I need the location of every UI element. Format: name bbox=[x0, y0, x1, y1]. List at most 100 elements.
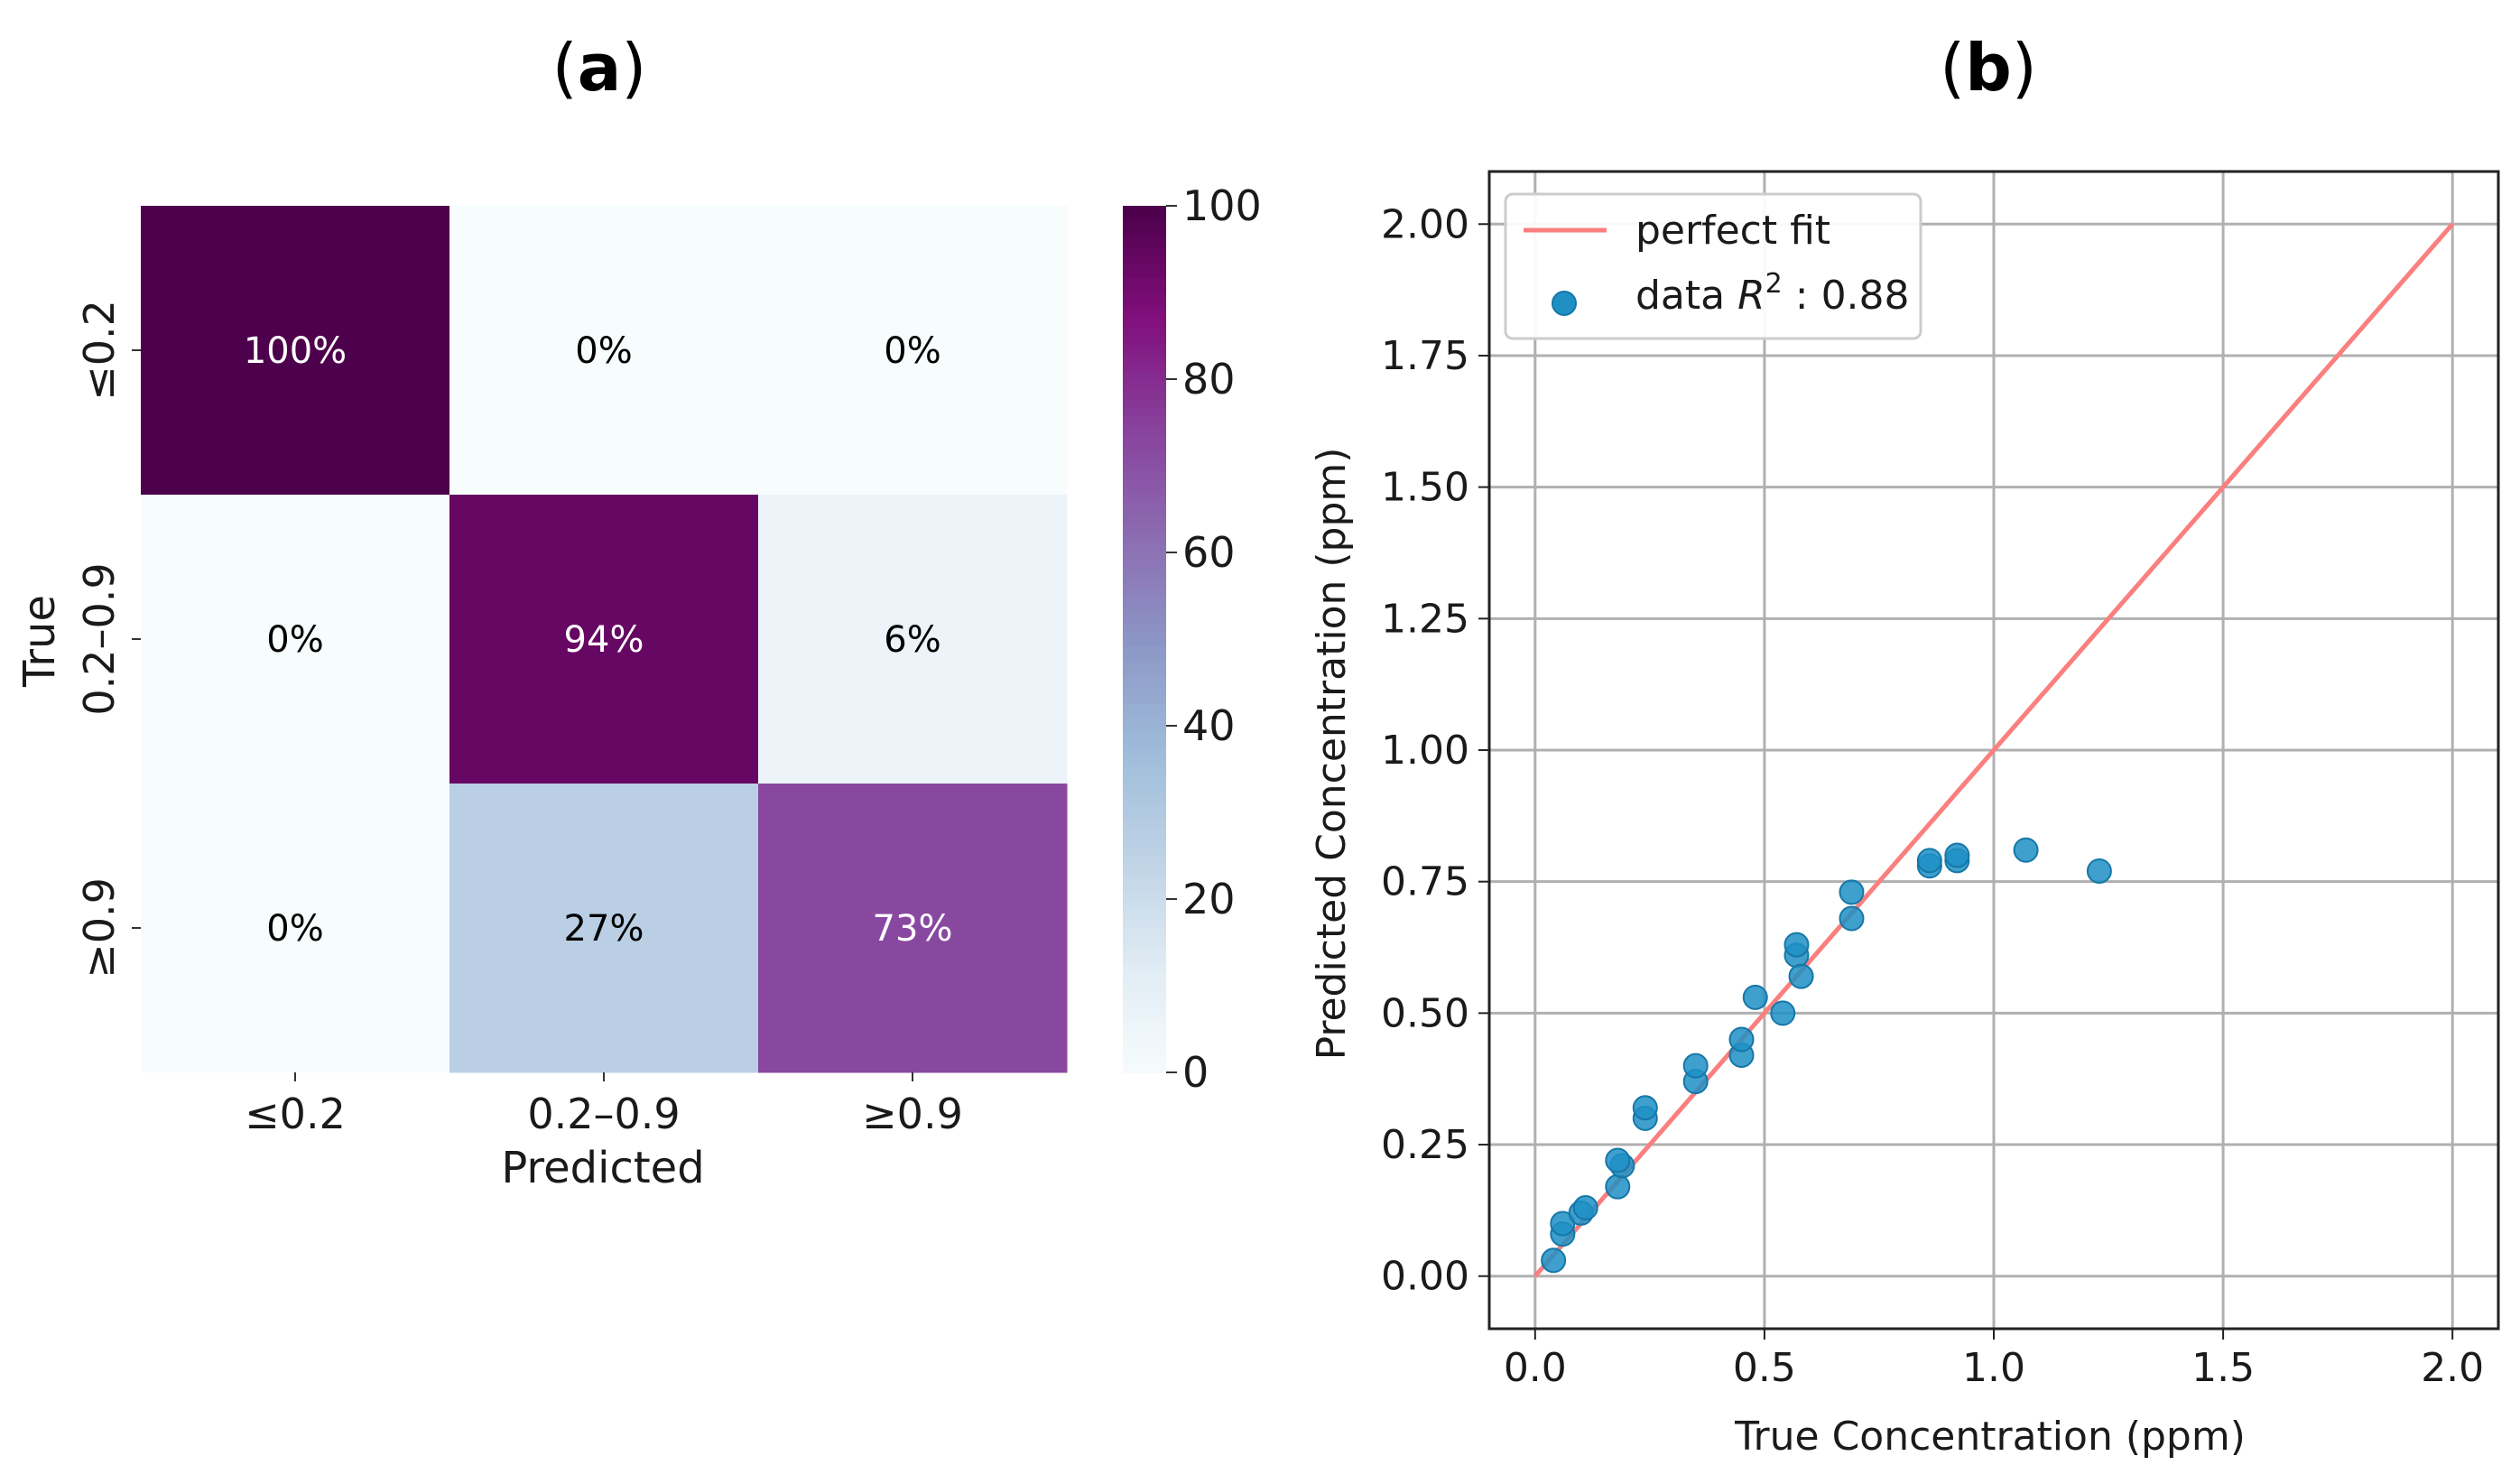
x-tick-label: 2.0 bbox=[2421, 1345, 2484, 1391]
colorbar-segment bbox=[1123, 545, 1166, 553]
legend-data-prefix: data bbox=[1635, 273, 1737, 319]
colorbar-segment bbox=[1123, 357, 1166, 366]
colorbar-segment bbox=[1123, 321, 1166, 329]
colorbar-segment bbox=[1123, 307, 1166, 315]
legend-data-label: data R2 : 0.88 bbox=[1635, 268, 1910, 319]
colorbar-segment bbox=[1123, 964, 1166, 972]
data-point bbox=[1632, 1095, 1658, 1121]
panel-b-open: ( bbox=[1940, 30, 1965, 106]
colorbar-segment bbox=[1123, 812, 1166, 821]
scatter-ylabel: Predicted Concentration (ppm) bbox=[1309, 448, 1355, 1061]
colorbar-segment bbox=[1123, 1043, 1166, 1052]
heatmap-x-tick-label: 0.2–0.9 bbox=[527, 1090, 680, 1138]
panel-b-close: ) bbox=[2012, 30, 2037, 106]
colorbar-segment bbox=[1123, 264, 1166, 272]
colorbar-segment bbox=[1123, 805, 1166, 813]
colorbar-segment bbox=[1123, 581, 1166, 589]
heatmap-xlabel: Predicted bbox=[501, 1143, 704, 1193]
plot-frame bbox=[1487, 170, 2500, 1331]
colorbar-segment bbox=[1123, 444, 1166, 452]
colorbar-segment bbox=[1123, 856, 1166, 864]
colorbar-segment bbox=[1123, 509, 1166, 517]
colorbar-segment bbox=[1123, 711, 1166, 719]
colorbar-segment bbox=[1123, 567, 1166, 575]
colorbar-segment bbox=[1123, 430, 1166, 438]
colorbar-segment bbox=[1123, 589, 1166, 597]
data-point bbox=[1742, 984, 1768, 1010]
colorbar-segment bbox=[1123, 292, 1166, 301]
colorbar-segment bbox=[1123, 1051, 1166, 1059]
colorbar-segment bbox=[1123, 733, 1166, 741]
colorbar-segment bbox=[1123, 950, 1166, 958]
data-point bbox=[1728, 1026, 1755, 1053]
colorbar-segment bbox=[1123, 1065, 1166, 1073]
colorbar-segment bbox=[1123, 206, 1166, 214]
colorbar-segment bbox=[1123, 372, 1166, 380]
colorbar-segment bbox=[1123, 841, 1166, 849]
colorbar-segment bbox=[1123, 531, 1166, 539]
scatter-xlabel: True Concentration (ppm) bbox=[1734, 1414, 2246, 1460]
colorbar-segment bbox=[1123, 495, 1166, 503]
colorbar-segment bbox=[1123, 350, 1166, 358]
y-tick-label: 0.25 bbox=[1381, 1122, 1469, 1168]
colorbar-segment bbox=[1123, 415, 1166, 423]
colorbar-segment bbox=[1123, 971, 1166, 979]
heatmap-x-tick-label: ≥0.9 bbox=[862, 1090, 963, 1138]
colorbar-segment bbox=[1123, 1007, 1166, 1016]
heatmap-ylabel: True bbox=[14, 595, 65, 688]
heatmap-cell bbox=[449, 206, 759, 496]
data-point bbox=[1839, 905, 1865, 932]
x-tick-label: 0.5 bbox=[1733, 1345, 1796, 1391]
colorbar-segment bbox=[1123, 942, 1166, 951]
heatmap-cell-label: 73% bbox=[873, 908, 953, 950]
colorbar-segment bbox=[1123, 466, 1166, 474]
heatmap-cell bbox=[141, 784, 450, 1073]
colorbar-segment bbox=[1123, 451, 1166, 459]
colorbar-segment bbox=[1123, 603, 1166, 611]
colorbar-segment bbox=[1123, 617, 1166, 626]
legend-marker-swatch bbox=[1552, 291, 1577, 316]
heatmap-cell-label: 0% bbox=[266, 619, 323, 661]
colorbar-segment bbox=[1123, 784, 1166, 792]
colorbar-segment bbox=[1123, 892, 1166, 900]
perfect-fit-line bbox=[1533, 222, 2455, 1278]
heatmap-cell bbox=[141, 495, 450, 784]
y-tick-label: 0.75 bbox=[1381, 859, 1469, 905]
colorbar-segment bbox=[1123, 524, 1166, 532]
colorbar-segment bbox=[1123, 502, 1166, 510]
heatmap-x-tick-label: ≤0.2 bbox=[245, 1090, 346, 1138]
colorbar-segment bbox=[1123, 538, 1166, 546]
data-point bbox=[1770, 1000, 1796, 1026]
scatter-plot: 0.0 0.5 1.0 1.5 2.0 0.00 0.25 0.50 0.75 1.00 1.25 1… bbox=[1381, 170, 2500, 1391]
colorbar-tick-label: 40 bbox=[1182, 701, 1236, 750]
colorbar-segment bbox=[1123, 776, 1166, 784]
colorbar-segment bbox=[1123, 408, 1166, 416]
panel-b-label: (b) bbox=[1940, 30, 2037, 106]
colorbar-segment bbox=[1123, 394, 1166, 402]
heatmap-cell bbox=[449, 784, 759, 1073]
y-tick-label: 1.75 bbox=[1381, 333, 1469, 379]
y-tick-label: 1.50 bbox=[1381, 465, 1469, 511]
heatmap-cell-label: 0% bbox=[266, 908, 323, 950]
scatter-legend: perfect fit data R2 : 0.88 bbox=[1504, 192, 1922, 340]
colorbar-segment bbox=[1123, 957, 1166, 965]
colorbar-segment bbox=[1123, 791, 1166, 799]
colorbar-segment bbox=[1123, 747, 1166, 756]
heatmap-cell-label: 100% bbox=[244, 330, 347, 372]
colorbar-segment bbox=[1123, 675, 1166, 683]
colorbar-segment bbox=[1123, 329, 1166, 337]
heatmap-y-tick-label: ≤0.2 bbox=[75, 300, 124, 401]
colorbar-segment bbox=[1123, 899, 1166, 907]
colorbar-segment bbox=[1123, 639, 1166, 647]
colorbar-segment bbox=[1123, 914, 1166, 922]
heatmap-cell-label: 27% bbox=[564, 908, 644, 950]
colorbar-segment bbox=[1123, 574, 1166, 582]
colorbar-tick-label: 100 bbox=[1182, 181, 1262, 230]
heatmap-cell-label: 94% bbox=[564, 619, 644, 661]
legend-data-var: R bbox=[1737, 273, 1765, 319]
y-tick-label: 0.50 bbox=[1381, 990, 1469, 1036]
colorbar-segment bbox=[1123, 596, 1166, 604]
colorbar-segment bbox=[1123, 834, 1166, 842]
colorbar-segment bbox=[1123, 1036, 1166, 1044]
